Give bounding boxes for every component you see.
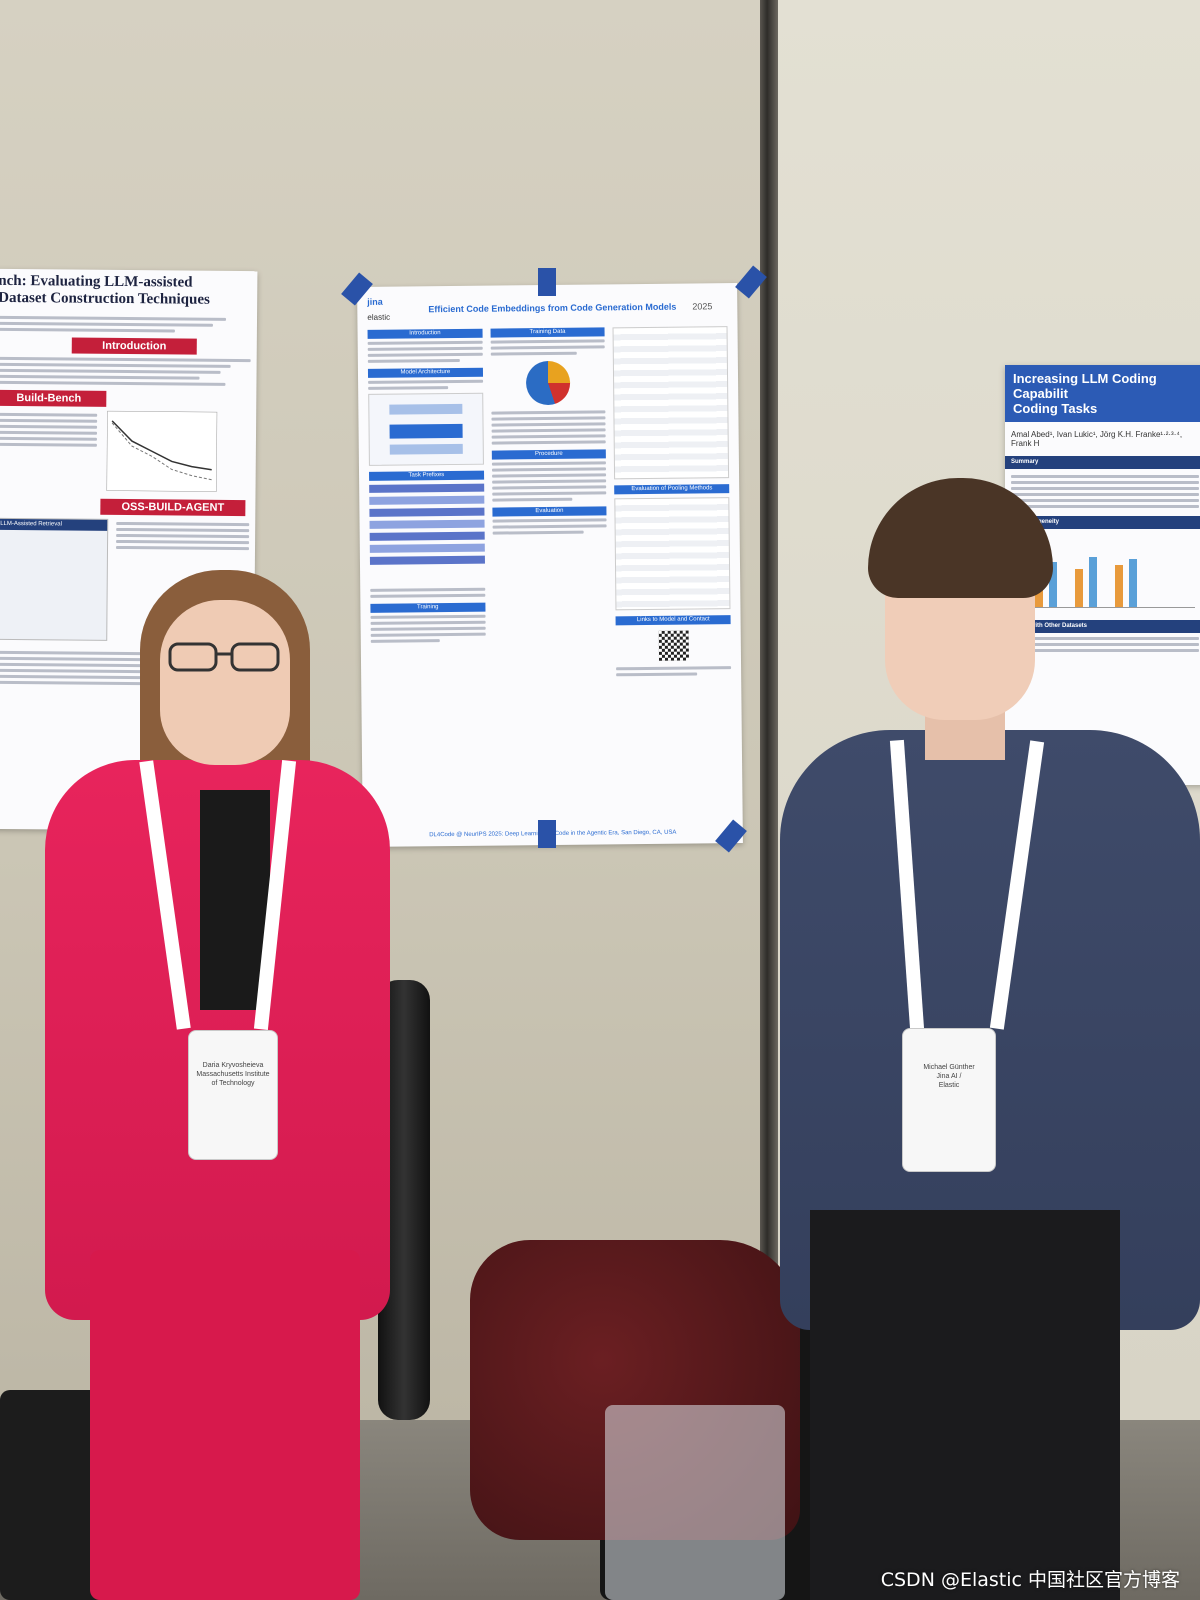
man-badge-name: Michael Günther [923,1064,975,1071]
watermark: CSDN @Elastic 中国社区官方博客 [880,1569,1180,1591]
center-section-evaluation: Evaluation [492,506,607,517]
center-poster: jina elastic Efficient Code Embeddings f… [357,283,743,847]
right-poster-authors: Amal Abed¹, Ivan Lukic¹, Jörg K.H. Frank… [1011,430,1183,448]
left-poster-section-agent: OSS-BUILD-AGENT [100,498,246,517]
woman-badge-affiliation-1: Massachusetts Institute [196,1071,270,1078]
neurips-year: 2025 [692,300,713,311]
left-poster-title-1: nch: Evaluating LLM-assisted [0,272,193,291]
right-poster-other-datasets: arison with Other Datasets [1005,620,1200,633]
left-poster-title-2: Dataset Construction Techniques [0,289,210,308]
right-poster: Increasing LLM Coding Capabilit Coding T… [1005,365,1200,785]
prefix-table [369,483,485,585]
qr-code-icon [658,630,689,661]
center-section-training: Training [370,602,486,613]
jina-logo: jina [367,296,383,307]
left-poster-diagram: LLM-Assisted Retrieval [0,517,109,641]
man-name-badge: Michael Günther Jina AI / Elastic [902,1028,996,1172]
center-section-prefixes: Task Prefixes [369,470,484,481]
architecture-diagram [368,392,484,466]
right-poster-summary: Summary [1005,456,1200,469]
woman-pink-trousers [90,1250,360,1600]
pooling-table [614,497,731,611]
elastic-logo: elastic [367,312,391,322]
left-poster-section-retrieval: LLM-Assisted Retrieval [0,518,108,531]
woman-face [160,600,290,765]
man-badge-affiliation-1: Jina AI / [936,1073,962,1080]
tape-top-middle [538,268,556,296]
plastic-bag [605,1405,785,1600]
center-section-training-data: Training Data [490,327,605,338]
left-poster-line-chart [106,410,218,492]
woman-badge-name: Daria Kryvosheieva [202,1062,264,1069]
left-poster: nch: Evaluating LLM-assisted Dataset Con… [0,268,258,832]
left-poster-section-build: Build-Bench [0,389,107,407]
woman-name-badge: Daria Kryvosheieva Massachusetts Institu… [188,1030,278,1160]
woman-black-top [200,790,270,1010]
glasses-icon [168,642,280,672]
center-section-architecture: Model Architecture [367,367,483,378]
results-table [612,326,730,480]
center-section-links: Links to Model and Contact [615,615,731,626]
man-black-trousers [810,1210,1120,1600]
center-section-procedure: Procedure [491,449,607,460]
center-section-intro: Introduction [367,328,483,339]
man-badge-affiliation-2: Elastic [938,1082,960,1089]
center-section-pooling: Evaluation of Pooling Methods [614,484,730,495]
tape-bottom-middle [538,820,556,848]
left-poster-section-intro: Introduction [71,337,197,355]
training-data-pie-chart [525,360,571,406]
right-poster-title-1: Increasing LLM Coding Capabilit [1013,371,1157,401]
panel-divider [760,0,778,1420]
woman-badge-affiliation-2: of Technology [211,1080,255,1087]
center-poster-title: Efficient Code Embeddings from Code Gene… [428,301,677,314]
right-poster-title-2: Coding Tasks [1013,401,1098,416]
